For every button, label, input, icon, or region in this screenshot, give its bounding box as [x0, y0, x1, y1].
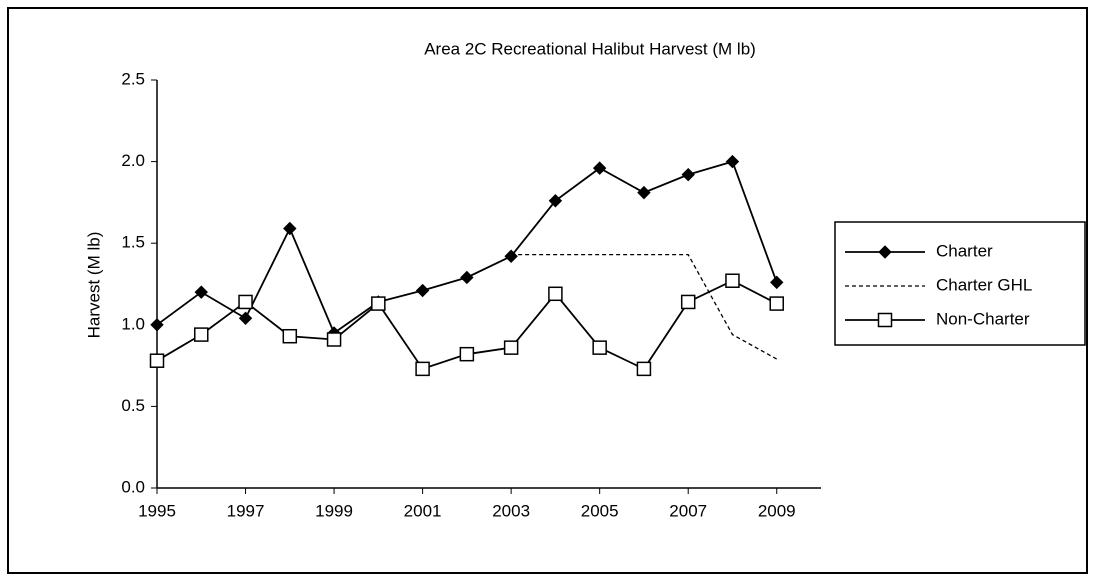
diamond-marker: [592, 161, 607, 175]
square-marker: [371, 296, 386, 311]
diamond-marker: [878, 245, 892, 259]
square-marker: [592, 340, 607, 355]
square-marker: [548, 286, 563, 302]
y-tick-label: 2.5: [121, 69, 145, 88]
square-marker: [877, 312, 893, 328]
legend-label: Charter: [936, 241, 993, 260]
diamond-marker: [238, 311, 253, 325]
y-axis-label: Harvest (M lb): [84, 232, 103, 339]
square-marker: [238, 294, 253, 310]
x-tick-label: 2009: [758, 501, 796, 520]
square-marker: [725, 273, 740, 288]
square-marker: [282, 328, 298, 344]
diamond-marker: [681, 167, 695, 182]
chart-title: Area 2C Recreational Halibut Harvest (M …: [424, 39, 756, 58]
diamond-marker: [283, 221, 297, 236]
y-tick-label: 2.0: [121, 151, 145, 170]
y-tick-label: 1.5: [121, 233, 145, 252]
diamond-marker: [150, 318, 164, 332]
square-marker: [503, 340, 519, 355]
diamond-marker: [725, 154, 740, 169]
series-line: [511, 253, 778, 360]
y-tick-label: 1.0: [121, 314, 145, 333]
square-marker: [459, 346, 475, 362]
diamond-marker: [460, 270, 474, 285]
y-tick-label: 0.0: [121, 477, 145, 496]
legend-label: Non-Charter: [936, 309, 1030, 328]
x-tick-label: 1997: [227, 501, 265, 520]
square-marker: [636, 361, 652, 377]
diamond-marker: [415, 283, 430, 298]
square-marker: [769, 296, 784, 311]
legend-label: Charter GHL: [936, 275, 1032, 294]
x-tick-label: 2005: [581, 501, 619, 520]
legend-box: [834, 221, 1086, 346]
x-tick-label: 2001: [404, 501, 442, 520]
chart-border: [7, 7, 1088, 574]
square-marker: [680, 294, 696, 310]
square-marker: [326, 332, 342, 347]
x-tick-label: 2003: [492, 501, 530, 520]
x-tick-label: 1999: [315, 501, 353, 520]
diamond-marker: [637, 185, 651, 200]
diamond-marker: [770, 275, 784, 290]
y-tick-label: 0.5: [121, 396, 145, 415]
x-tick-label: 1995: [138, 501, 176, 520]
square-marker: [149, 353, 165, 368]
x-tick-label: 2007: [669, 501, 707, 520]
diamond-marker: [548, 194, 563, 208]
square-marker: [415, 361, 430, 377]
diamond-marker: [194, 285, 208, 299]
square-marker: [194, 327, 209, 342]
